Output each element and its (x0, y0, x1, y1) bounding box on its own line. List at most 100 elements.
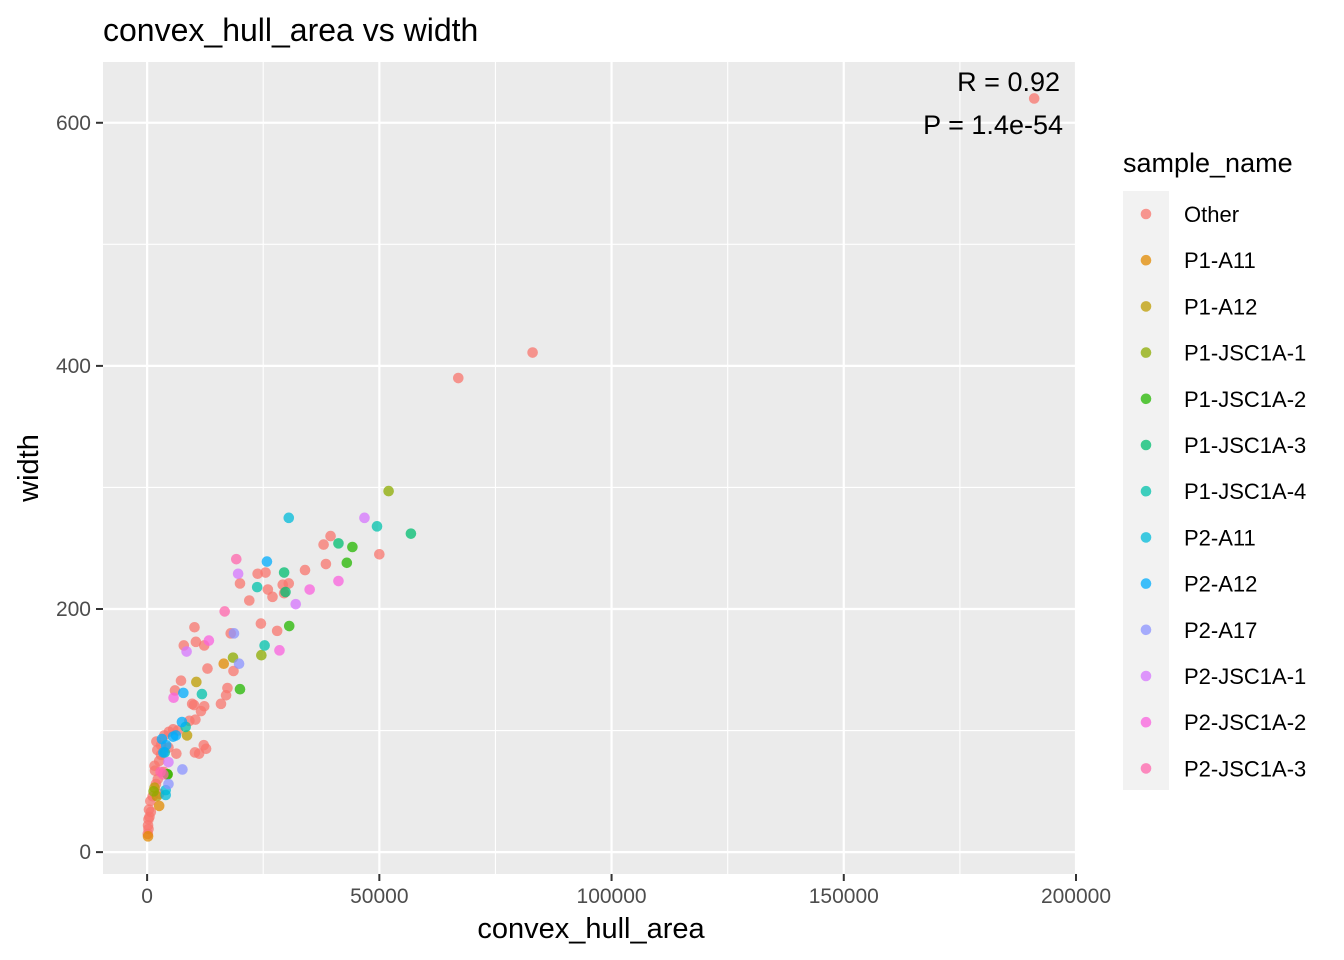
y-tick-label: 400 (56, 355, 91, 378)
data-point (261, 556, 273, 567)
data-point (142, 831, 154, 842)
data-point (256, 649, 267, 661)
y-tick-label: 600 (56, 112, 91, 135)
data-point (333, 575, 344, 587)
data-point (228, 665, 239, 677)
y-axis-title: width (13, 434, 45, 503)
legend-key (1140, 439, 1152, 451)
annotation-r: R = 0.92 (957, 67, 1060, 97)
data-point (347, 541, 358, 553)
plot-panel (103, 62, 1076, 874)
data-point (299, 564, 311, 576)
data-point (196, 688, 208, 700)
data-point (333, 538, 344, 549)
x-tick-label: 200000 (1041, 885, 1111, 908)
data-point (359, 512, 370, 524)
data-point (318, 539, 329, 550)
data-point (251, 581, 263, 593)
legend-label: P2-JSC1A-3 (1184, 756, 1306, 781)
legend-label: P2-A12 (1184, 572, 1257, 597)
legend-label: P1-JSC1A-1 (1184, 341, 1306, 366)
data-point (243, 595, 255, 606)
legend-key (1140, 347, 1152, 358)
data-point (230, 553, 242, 565)
data-point (181, 646, 192, 657)
chart-title: convex_hull_area vs width (103, 12, 478, 48)
data-point (220, 690, 232, 701)
legend-label: P2-A17 (1184, 618, 1257, 643)
legend-title: sample_name (1123, 148, 1293, 178)
data-point (198, 739, 210, 751)
data-point (177, 764, 188, 775)
data-point (163, 756, 174, 768)
legend: sample_name Other P1-A11 P1-A12 P1-JSC1A-1 P… (1123, 148, 1306, 790)
y-tick-label: 200 (56, 598, 91, 621)
data-point (219, 606, 230, 617)
x-axis: 0 50000 100000 150000 200000 (141, 874, 1111, 908)
y-tick-label: 0 (79, 841, 91, 864)
legend-label: P1-A11 (1184, 248, 1256, 273)
data-point (158, 747, 169, 758)
annotation-p: P = 1.4e-54 (923, 110, 1063, 140)
data-point (153, 800, 165, 812)
x-tick-label: 150000 (809, 885, 879, 908)
data-point (190, 636, 202, 648)
data-points (142, 93, 1040, 842)
data-point (175, 675, 187, 687)
data-point (171, 748, 182, 759)
data-point (202, 663, 213, 674)
legend-key (1140, 716, 1152, 728)
x-tick-label: 50000 (350, 885, 408, 908)
data-point (527, 347, 538, 358)
legend-label: P1-A12 (1184, 294, 1257, 319)
legend-label: P2-A11 (1184, 525, 1256, 550)
grid-minor (103, 62, 1076, 874)
data-point (320, 558, 332, 570)
x-axis-title: convex_hull_area (477, 913, 705, 945)
data-point (283, 620, 295, 632)
data-point (178, 687, 189, 699)
data-point (283, 512, 295, 524)
x-tick-label: 100000 (577, 885, 647, 908)
data-point (304, 584, 315, 595)
legend-label: P1-JSC1A-4 (1184, 479, 1306, 504)
data-point (234, 578, 246, 589)
data-point (405, 528, 417, 539)
data-point (233, 658, 245, 670)
data-point (260, 567, 271, 578)
data-point (278, 567, 290, 578)
data-point (341, 557, 353, 569)
data-point (203, 635, 215, 646)
data-point (252, 568, 263, 580)
data-point (271, 625, 283, 637)
data-point (228, 628, 240, 639)
data-point (188, 699, 200, 711)
legend-key (1140, 624, 1152, 636)
legend-label: P2-JSC1A-2 (1184, 710, 1306, 735)
data-point (176, 716, 188, 728)
data-point (189, 747, 201, 758)
data-point (167, 731, 179, 742)
legend-key (1140, 670, 1152, 682)
data-point (255, 618, 267, 629)
data-point (280, 586, 291, 598)
data-point (267, 591, 278, 603)
y-axis: 0 200 400 600 (56, 112, 103, 864)
data-point (218, 658, 230, 670)
data-point (325, 530, 336, 542)
data-point (189, 621, 200, 633)
data-point (160, 789, 171, 801)
data-point (191, 676, 202, 688)
data-point (232, 568, 244, 580)
data-point (383, 485, 394, 497)
legend-label: P1-JSC1A-2 (1184, 387, 1306, 412)
legend-key (1140, 532, 1152, 543)
legend-label: P2-JSC1A-1 (1184, 664, 1306, 689)
data-point (148, 786, 159, 797)
legend-key (1140, 578, 1152, 589)
legend-key (1140, 208, 1152, 220)
data-point (163, 778, 174, 790)
data-point (215, 698, 227, 710)
legend-key (1140, 393, 1152, 405)
